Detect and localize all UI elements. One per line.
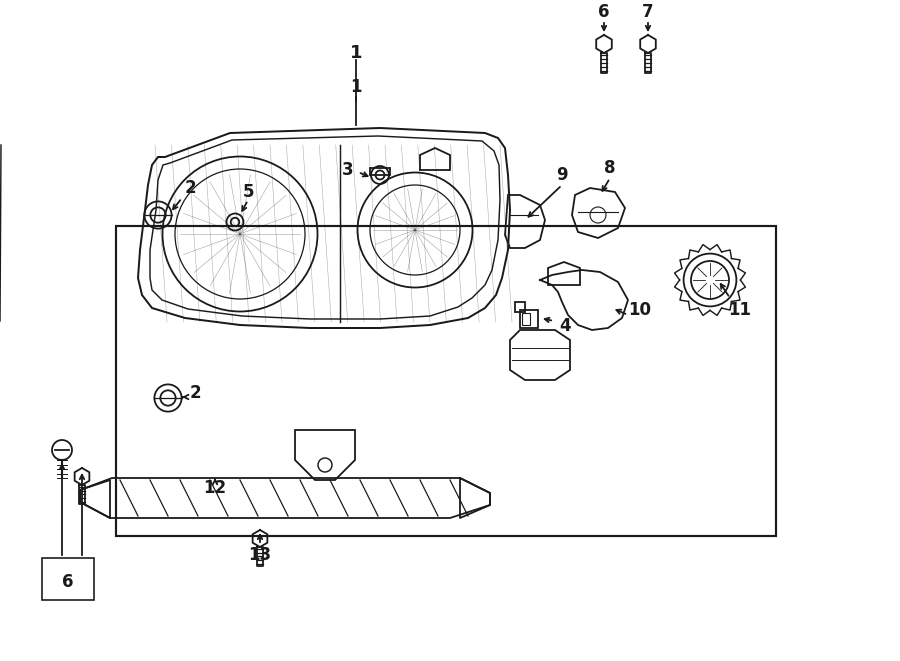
Text: 8: 8 bbox=[604, 159, 616, 177]
Text: 11: 11 bbox=[728, 301, 752, 319]
Text: 2: 2 bbox=[189, 384, 201, 402]
Text: 1: 1 bbox=[350, 78, 362, 96]
Text: 9: 9 bbox=[556, 166, 568, 184]
Text: 13: 13 bbox=[248, 546, 272, 564]
Text: 12: 12 bbox=[203, 479, 227, 497]
Text: 10: 10 bbox=[628, 301, 652, 319]
Text: 3: 3 bbox=[342, 161, 354, 179]
Bar bbox=[42, 558, 94, 600]
Text: 5: 5 bbox=[242, 183, 254, 201]
Text: 7: 7 bbox=[643, 3, 653, 21]
Bar bbox=[116, 226, 776, 536]
Text: 6: 6 bbox=[62, 573, 74, 591]
Text: 6: 6 bbox=[598, 3, 610, 21]
Text: 2: 2 bbox=[184, 179, 196, 197]
Text: 1: 1 bbox=[350, 44, 362, 62]
Text: 4: 4 bbox=[559, 317, 571, 335]
